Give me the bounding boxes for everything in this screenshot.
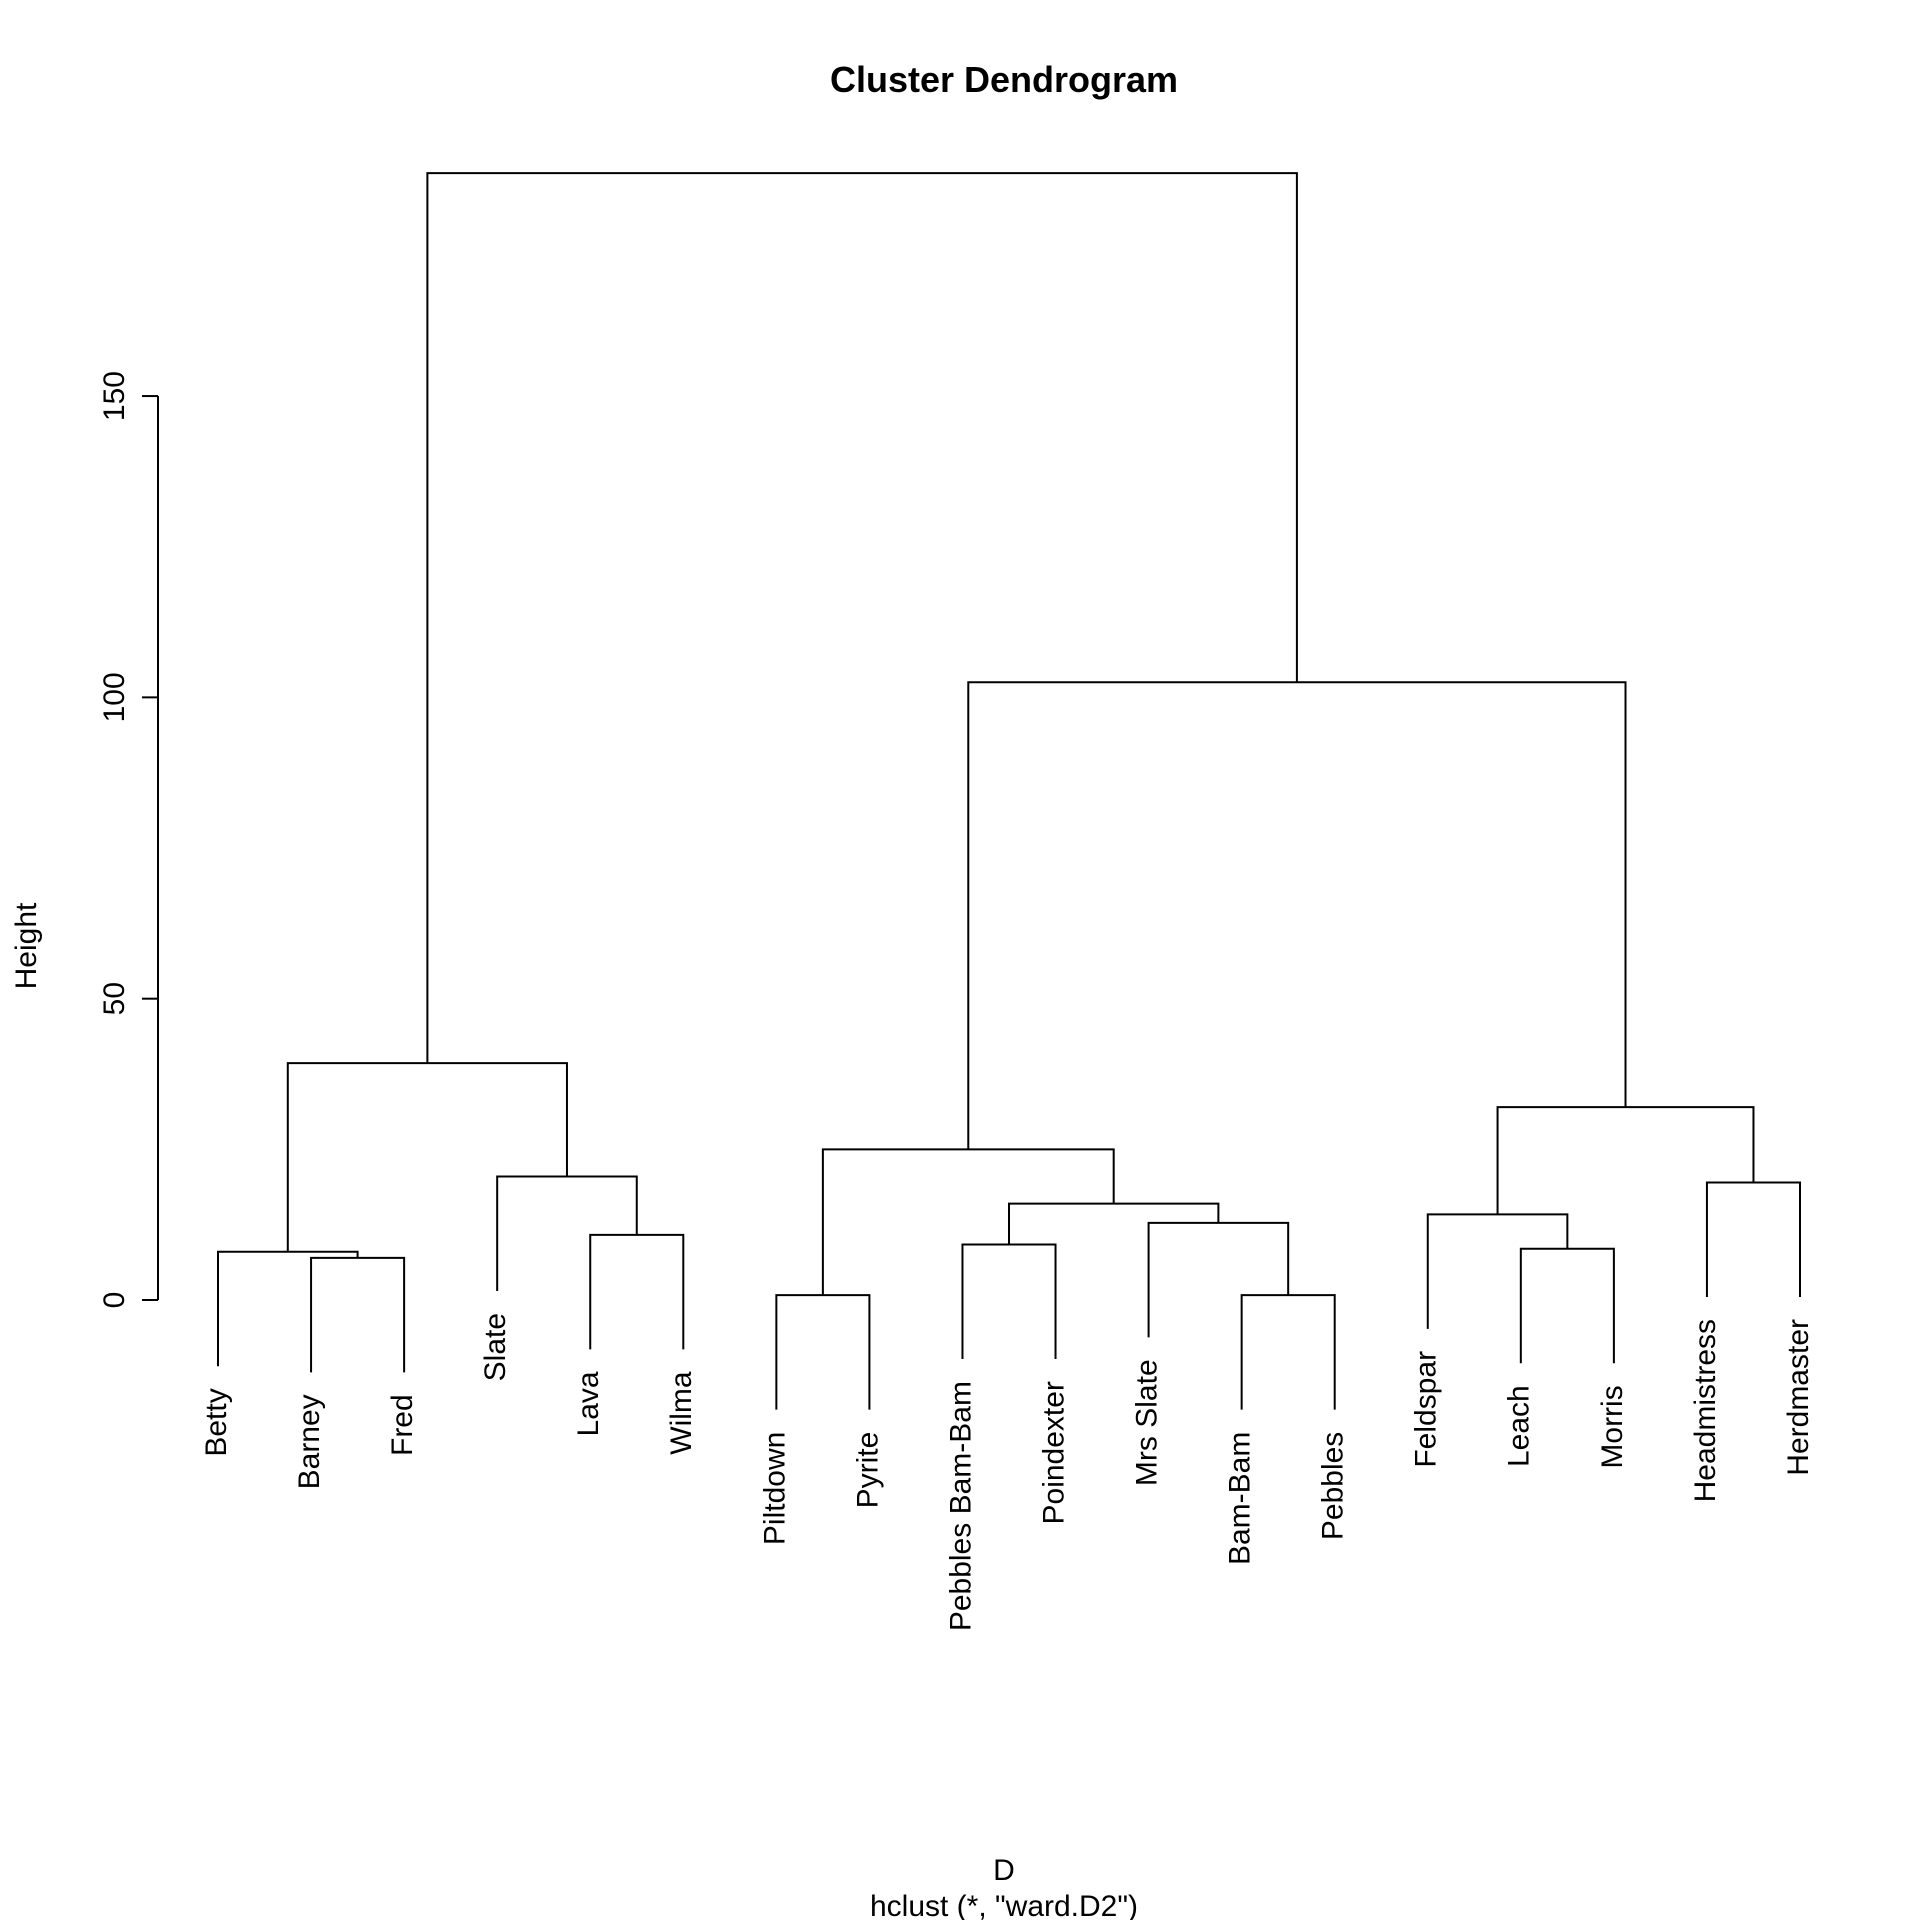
merge-link [775, 1294, 871, 1410]
leaf-label: Slate [479, 1313, 512, 1381]
leaf-label: Bam-Bam [1224, 1432, 1257, 1565]
merge-link [821, 1148, 1115, 1296]
merge-link [1705, 1181, 1801, 1297]
y-tick-label: 150 [98, 371, 131, 421]
leaf-label: Lava [572, 1371, 605, 1436]
y-tick-label: 100 [98, 672, 131, 722]
merge-link [1426, 1213, 1569, 1329]
merge-link [496, 1175, 638, 1291]
chart-title: Cluster Dendrogram [830, 59, 1178, 100]
y-axis: 0 50 100 150 [98, 371, 159, 1309]
leaf-labels: Betty Barney Fred Slate Lava Wilma Piltdown Pyr… [200, 1313, 1815, 1631]
merge-link [1240, 1294, 1336, 1410]
merge-link [967, 681, 1627, 1150]
y-tick-label: 50 [98, 982, 131, 1015]
merge-link [217, 1250, 359, 1367]
leaf-label: Pyrite [851, 1432, 884, 1509]
leaf-label: Piltdown [758, 1432, 791, 1545]
y-tick-label: 0 [98, 1292, 131, 1309]
leaf-label: Pebbles Bam-Bam [944, 1381, 977, 1631]
y-axis-label: Height [10, 902, 43, 989]
leaf-label: Feldspar [1410, 1351, 1443, 1468]
leaf-label: Mrs Slate [1131, 1359, 1164, 1486]
leaf-label: Leach [1503, 1385, 1536, 1467]
merge-link [1008, 1202, 1220, 1245]
dendrogram-tree [217, 172, 1801, 1410]
merge-link [310, 1256, 406, 1373]
merge-link [426, 172, 1298, 1064]
merge-link [589, 1233, 685, 1350]
merge-link [1519, 1247, 1615, 1364]
leaf-label: Pebbles [1317, 1432, 1350, 1540]
leaf-label: Betty [200, 1388, 233, 1456]
leaf-label: Fred [386, 1394, 419, 1456]
leaf-label: Morris [1596, 1385, 1629, 1468]
leaf-label: Herdmaster [1782, 1319, 1815, 1476]
leaf-label: Wilma [665, 1371, 698, 1455]
x-axis-label: D [993, 1854, 1015, 1887]
merge-link [286, 1062, 568, 1252]
leaf-label: Poindexter [1037, 1381, 1070, 1524]
leaf-label: Headmistress [1689, 1319, 1722, 1502]
x-axis-subtitle: hclust (*, "ward.D2") [870, 1890, 1138, 1920]
merge-link [961, 1243, 1057, 1360]
merge-link [1496, 1106, 1755, 1215]
leaf-label: Barney [293, 1394, 326, 1489]
merge-link [1147, 1221, 1290, 1338]
